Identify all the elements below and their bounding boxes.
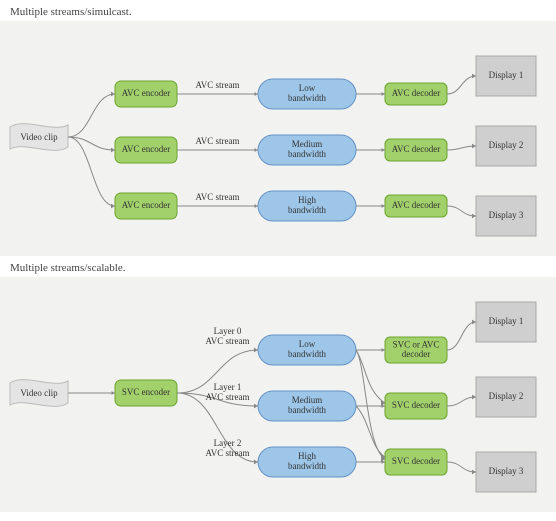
simulcast-svg: Video clipAVC encoderLowbandwidthAVC dec… — [0, 21, 556, 256]
display-label: Display 2 — [489, 391, 524, 401]
avc-encoder-label: AVC encoder — [122, 144, 171, 154]
layer-stream-label: AVC stream — [205, 448, 249, 458]
avc-encoder-label: AVC encoder — [122, 88, 171, 98]
stream-label: AVC stream — [195, 80, 239, 90]
simulcast-title: Multiple streams/simulcast. — [0, 0, 556, 21]
layer-stream-label: Layer 1 — [214, 382, 242, 392]
scalable-svg: Video clipSVC encoderLowbandwidthSVC or … — [0, 277, 556, 512]
layer-stream-label: AVC stream — [205, 392, 249, 402]
display-label: Display 1 — [489, 316, 524, 326]
simulcast-panel: Video clipAVC encoderLowbandwidthAVC dec… — [0, 21, 556, 256]
bandwidth-label: bandwidth — [288, 149, 326, 159]
display-label: Display 3 — [489, 466, 524, 476]
display-label: Display 3 — [489, 210, 524, 220]
stream-label: AVC stream — [195, 192, 239, 202]
bandwidth-label: Medium — [292, 139, 323, 149]
bandwidth-label: bandwidth — [288, 205, 326, 215]
avc-decoder-label: AVC decoder — [392, 88, 441, 98]
layer-stream-label: Layer 0 — [214, 326, 242, 336]
svc-decoder-label: SVC decoder — [392, 456, 440, 466]
bandwidth-label: Low — [299, 83, 316, 93]
bandwidth-label: High — [298, 195, 317, 205]
layer-stream-label: Layer 2 — [214, 438, 242, 448]
avc-encoder-label: AVC encoder — [122, 200, 171, 210]
bandwidth-label: bandwidth — [288, 405, 326, 415]
video-clip-label: Video clip — [20, 132, 58, 142]
bandwidth-label: Medium — [292, 395, 323, 405]
avc-decoder-label: AVC decoder — [392, 144, 441, 154]
display-label: Display 2 — [489, 140, 524, 150]
display-label: Display 1 — [489, 70, 524, 80]
svc-decoder-label: SVC decoder — [392, 400, 440, 410]
layer-stream-label: AVC stream — [205, 336, 249, 346]
bandwidth-label: bandwidth — [288, 93, 326, 103]
stream-label: AVC stream — [195, 136, 239, 146]
svc-decoder-label: decoder — [402, 349, 430, 359]
bandwidth-label: High — [298, 451, 317, 461]
scalable-panel: Video clipSVC encoderLowbandwidthSVC or … — [0, 277, 556, 512]
bandwidth-label: Low — [299, 339, 316, 349]
svc-decoder-label: SVC or AVC — [393, 339, 440, 349]
bandwidth-label: bandwidth — [288, 461, 326, 471]
avc-decoder-label: AVC decoder — [392, 200, 441, 210]
svc-encoder-label: SVC encoder — [122, 387, 170, 397]
scalable-title: Multiple streams/scalable. — [0, 256, 556, 277]
video-clip-label: Video clip — [20, 388, 58, 398]
bandwidth-label: bandwidth — [288, 349, 326, 359]
